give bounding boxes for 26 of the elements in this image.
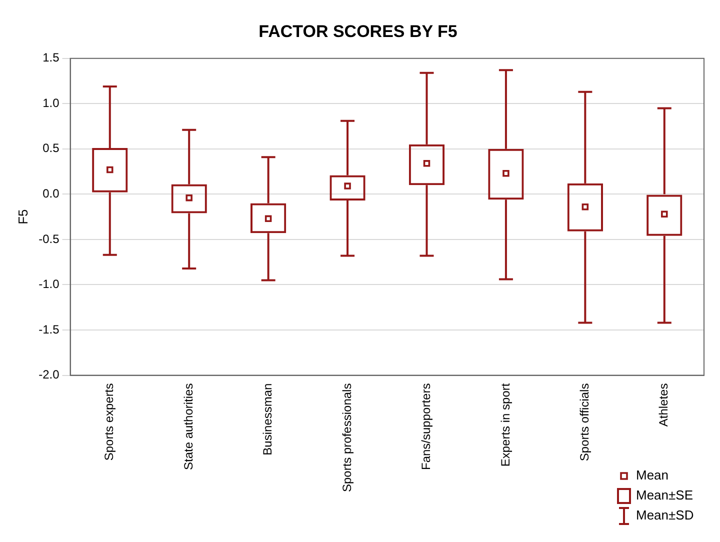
y-tick-label: -1.0 — [38, 277, 60, 292]
y-tick-label: 1.0 — [42, 96, 60, 110]
x-tick-label: Athletes — [656, 383, 671, 427]
point — [502, 170, 510, 177]
x-tick-label: Sports officials — [577, 383, 592, 462]
point — [423, 160, 430, 167]
x-tick-label: Businessman — [260, 383, 275, 456]
y-tick-label: 1.5 — [42, 50, 60, 65]
y-tick-label: -0.5 — [38, 232, 60, 246]
text: Mean±SD — [636, 508, 694, 523]
y-tick-label: 0.0 — [42, 186, 60, 201]
y-tick-label: 0.5 — [42, 141, 60, 156]
point — [186, 194, 192, 202]
x-tick-label: Fans/supporters — [419, 383, 434, 470]
point — [661, 210, 668, 218]
y-tick-label: -1.5 — [38, 322, 60, 336]
point — [344, 182, 351, 190]
legend-label: Mean — [636, 468, 669, 483]
y-axis-title: F5 — [15, 209, 30, 224]
x-tick-label: Sports experts — [102, 383, 116, 461]
x-tick-label: Experts in sport — [498, 382, 512, 467]
legend-label: Mean±SE — [636, 488, 694, 503]
chart-title: FACTOR SCORES BY F5 — [258, 22, 458, 41]
x-tick-label: Sports professionals — [340, 383, 354, 492]
y-tick-label: -2.0 — [38, 368, 60, 382]
x-tick-label: State authorities — [181, 383, 196, 470]
